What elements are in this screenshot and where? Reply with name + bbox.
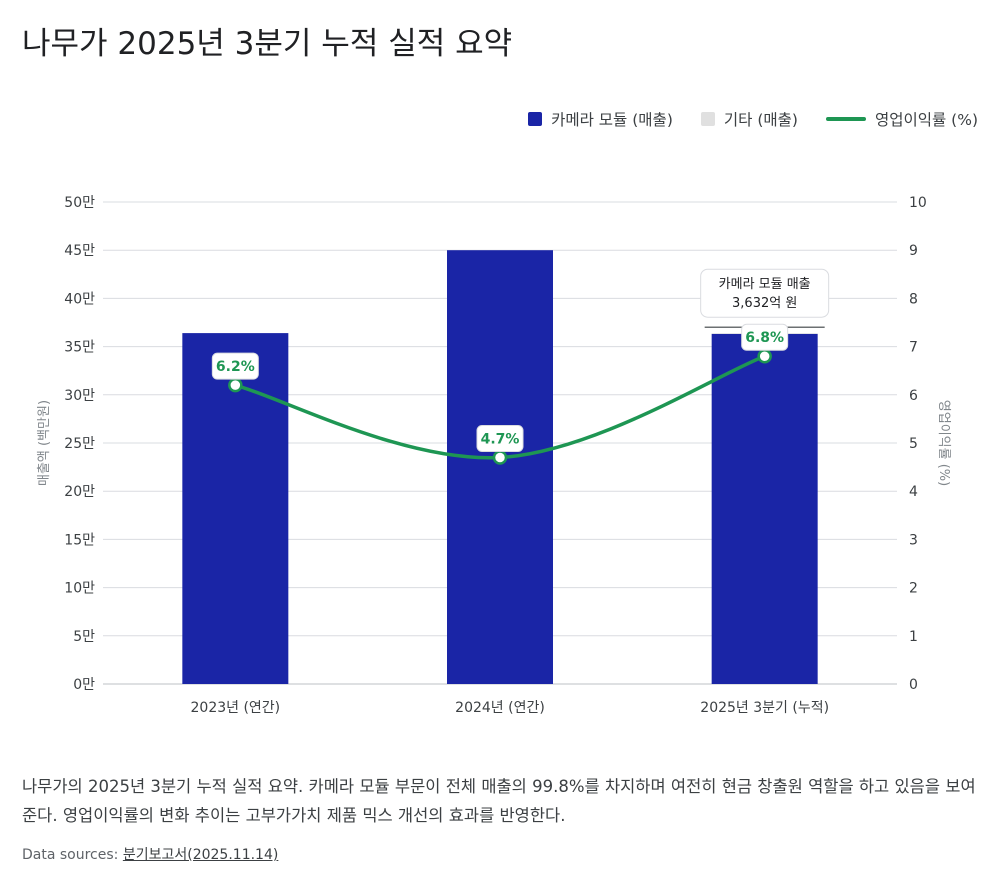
- y2-tick-label: 2: [909, 581, 918, 597]
- legend-item-other[interactable]: 기타 (매출): [700, 108, 798, 130]
- y2-tick-label: 7: [909, 340, 918, 356]
- y-tick-label: 15만: [64, 532, 95, 548]
- legend-item-camera-module[interactable]: 카메라 모듈 (매출): [528, 108, 673, 130]
- bar-camera-module: [711, 333, 818, 684]
- y2-axis-title: 영업이익률 (%): [936, 400, 951, 486]
- legend-swatch-other: [700, 112, 715, 126]
- y2-tick-label: 0: [909, 677, 918, 693]
- y-tick-label: 50만: [64, 195, 95, 211]
- data-label-operating-margin: 4.7%: [481, 431, 520, 447]
- y-tick-label: 40만: [64, 291, 95, 307]
- y2-tick-label: 4: [909, 484, 918, 500]
- y-tick-label: 30만: [64, 388, 95, 404]
- y-tick-label: 5만: [73, 629, 95, 645]
- data-label-operating-margin: 6.2%: [216, 359, 255, 375]
- legend-label-operating-margin: 영업이익률 (%): [874, 111, 978, 129]
- y-tick-label: 45만: [64, 243, 95, 259]
- y2-tick-label: 8: [909, 291, 918, 307]
- point-operating-margin: [492, 450, 508, 465]
- y-tick-label: 10만: [64, 581, 95, 597]
- y2-tick-label: 1: [909, 629, 918, 645]
- point-operating-margin: [228, 377, 243, 393]
- y2-tick-label: 9: [909, 243, 918, 259]
- chart-title: 나무가 2025년 3분기 누적 실적 요약: [22, 26, 513, 62]
- x-tick-label: 2025년 3분기 (누적): [700, 700, 829, 716]
- x-tick-label: 2023년 (연간): [191, 700, 281, 716]
- data-sources-label: Data sources:: [22, 847, 119, 863]
- y2-tick-label: 10: [909, 195, 927, 211]
- data-label-box: [741, 323, 789, 351]
- data-label-operating-margin: 6.8%: [745, 330, 784, 346]
- legend-swatch-operating-margin: [825, 117, 866, 121]
- y-tick-label: 35만: [64, 340, 95, 356]
- y2-tick-label: 3: [909, 532, 918, 548]
- y2-tick-label: 5: [909, 436, 918, 452]
- y-tick-label: 0만: [73, 677, 95, 693]
- point-operating-margin: [757, 348, 772, 364]
- annotation-box: [700, 268, 830, 318]
- legend-swatch-camera-module: [528, 112, 543, 126]
- legend-item-operating-margin[interactable]: 영업이익률 (%): [825, 108, 978, 130]
- bar-camera-module: [447, 250, 553, 684]
- combo-chart: 0만 5만 10만 15만 20만 25만 30만 35만 40만 45만 50만 0 1 2 3 4 5 6 7 8…: [37, 195, 951, 716]
- data-label-box: [476, 424, 524, 452]
- data-sources: Data sources: 분기보고서(2025.11.14): [22, 844, 278, 864]
- y-axis-title: 매출액 (백만원): [37, 400, 52, 486]
- x-tick-label: 2024년 (연간): [455, 700, 545, 716]
- legend: 카메라 모듈 (매출) 기타 (매출) 영업이익률 (%): [528, 108, 978, 130]
- y-tick-label: 25만: [64, 436, 95, 452]
- data-source-link[interactable]: 분기보고서(2025.11.14): [122, 847, 279, 863]
- y2-tick-label: 6: [909, 388, 918, 404]
- legend-label-camera-module: 카메라 모듈 (매출): [551, 111, 673, 129]
- annotation-text: 3,632억 원: [732, 296, 797, 311]
- data-label-box: [211, 352, 259, 380]
- chart-caption: 나무가의 2025년 3분기 누적 실적 요약. 카메라 모듈 부문이 전체 매…: [22, 777, 976, 825]
- annotation-text: 카메라 모듈 매출: [719, 277, 811, 292]
- y-tick-label: 20만: [64, 484, 95, 500]
- legend-label-other: 기타 (매출): [723, 111, 798, 129]
